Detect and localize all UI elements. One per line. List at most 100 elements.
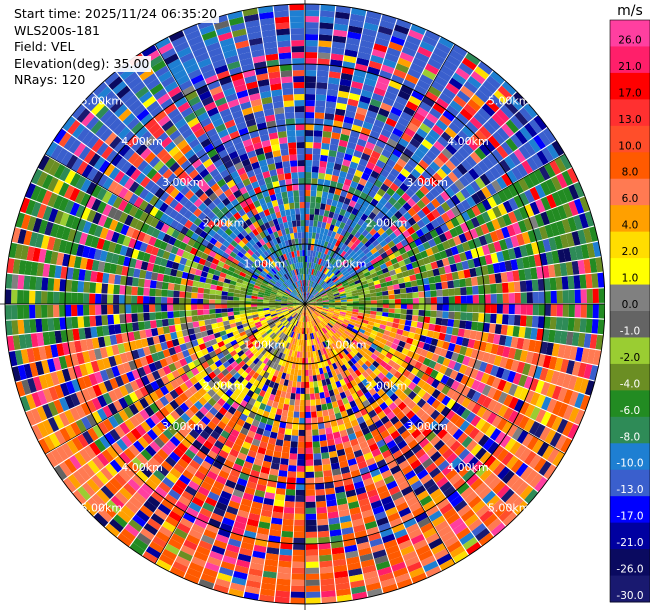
ray-gate	[453, 95, 467, 108]
ray-gate	[435, 194, 446, 205]
ray-gate	[415, 408, 426, 419]
ray-gate	[308, 308, 314, 314]
ray-gate	[470, 276, 478, 286]
ray-gate	[197, 315, 205, 321]
ray-gate	[334, 332, 341, 338]
ray-gate	[533, 457, 547, 473]
ray-gate	[379, 360, 388, 368]
ray-gate	[409, 326, 417, 334]
ray-gate	[575, 347, 584, 362]
ray-gate	[387, 285, 394, 291]
ray-gate	[310, 399, 316, 406]
ray-gate	[316, 264, 320, 271]
ray-gate	[245, 307, 252, 311]
ray-gate	[460, 408, 472, 420]
ray-gate	[333, 325, 339, 331]
ray-gate	[405, 523, 420, 534]
ray-gate	[498, 507, 513, 522]
ray-gate	[409, 183, 420, 194]
ray-gate	[377, 219, 386, 228]
ray-gate	[498, 261, 507, 273]
ray-gate	[425, 405, 436, 416]
ray-gate	[331, 382, 338, 390]
ray-gate	[385, 506, 398, 517]
ray-gate	[399, 314, 407, 320]
ray-gate	[305, 76, 317, 83]
ray-gate	[339, 460, 349, 469]
ray-gate	[416, 209, 427, 219]
ray-gate	[322, 274, 328, 281]
ray-gate	[368, 409, 377, 419]
ray-gate	[310, 244, 315, 251]
ray-gate	[382, 304, 389, 309]
ray-gate	[449, 155, 461, 167]
ray-gate	[380, 495, 393, 506]
ray-gate	[457, 130, 470, 143]
ray-gate	[381, 533, 396, 544]
ray-gate	[305, 142, 313, 149]
ray-gate	[5, 289, 12, 304]
ray-gate	[439, 274, 448, 282]
ray-gate	[549, 160, 562, 176]
ray-gate	[318, 215, 324, 222]
ray-gate	[562, 202, 573, 218]
ray-gate	[399, 51, 414, 63]
ray-gate	[305, 148, 313, 155]
ray-gate	[314, 251, 319, 258]
ray-gate	[227, 304, 234, 309]
ray-gate	[279, 464, 289, 472]
ray-gate	[379, 263, 388, 270]
ray-gate	[311, 288, 316, 295]
ray-gate	[343, 153, 353, 162]
ray-gate	[528, 454, 542, 469]
ray-gate	[412, 298, 419, 304]
ray-gate	[397, 439, 408, 450]
ray-gate	[395, 63, 410, 74]
ray-gate	[332, 169, 341, 177]
ray-gate	[306, 280, 309, 287]
ray-gate	[422, 154, 433, 166]
ray-gate	[583, 227, 593, 244]
ray-gate	[420, 271, 429, 279]
ray-gate	[478, 532, 494, 547]
ray-gate	[340, 410, 349, 418]
ray-gate	[524, 122, 538, 138]
ray-gate	[167, 304, 174, 312]
ray-gate	[436, 205, 446, 216]
ray-gate	[365, 582, 382, 592]
ray-gate	[380, 183, 390, 193]
ray-gate	[436, 242, 445, 252]
ray-gate	[323, 210, 330, 217]
ray-gate	[320, 342, 325, 349]
ray-gate	[346, 310, 353, 314]
ray-gate	[344, 110, 356, 119]
ray-gate	[423, 478, 436, 490]
ray-gate	[305, 172, 312, 179]
ray-gate	[359, 441, 369, 450]
ray-gate	[450, 380, 461, 391]
ray-gate	[296, 471, 305, 478]
ray-gate	[324, 346, 330, 354]
ray-gate	[318, 34, 333, 42]
ray-gate	[325, 378, 331, 386]
ray-gate	[344, 483, 355, 492]
ray-gate	[413, 333, 421, 341]
ray-gate	[415, 544, 431, 556]
ray-gate	[358, 158, 368, 167]
ray-gate	[329, 282, 336, 288]
ray-gate	[490, 252, 499, 264]
ray-gate	[429, 145, 441, 157]
ray-gate	[392, 30, 408, 41]
ray-gate	[322, 130, 332, 138]
ray-gate	[392, 449, 404, 460]
ray-gate	[388, 41, 403, 52]
ray-gate	[340, 371, 347, 379]
ray-gate	[322, 300, 329, 303]
ray-gate	[391, 491, 404, 502]
ray-gate	[357, 312, 365, 317]
ray-gate	[406, 496, 419, 507]
ray-gate	[543, 316, 551, 329]
ray-gate	[361, 322, 368, 328]
ray-gate	[358, 274, 366, 280]
ray-gate	[368, 60, 382, 70]
